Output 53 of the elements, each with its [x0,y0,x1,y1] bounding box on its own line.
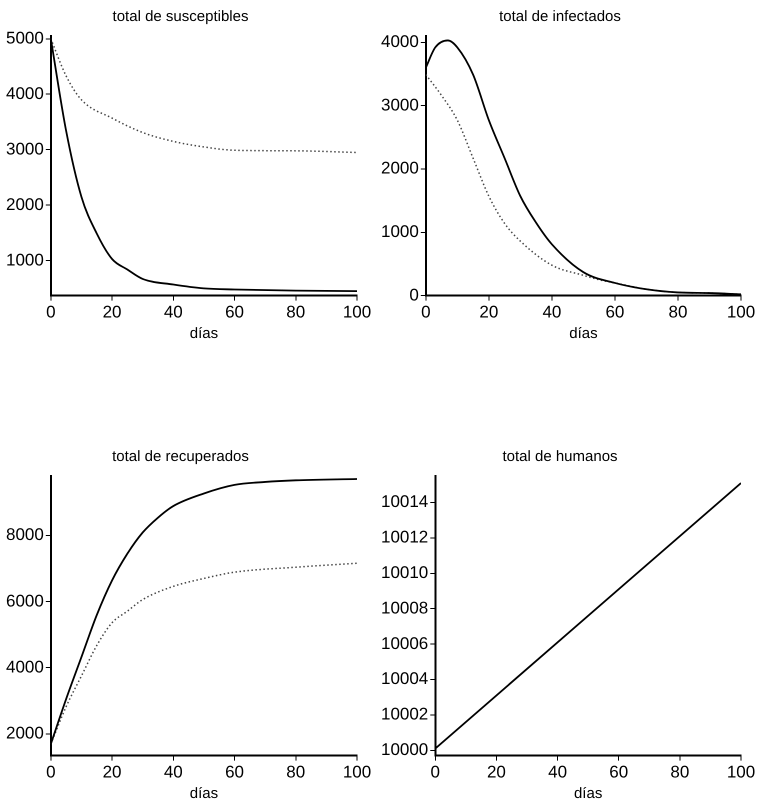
x-tick-label: 60 [225,762,244,782]
y-tick-label: 2000 [6,723,44,742]
y-tick-label: 0 [409,285,419,304]
x-tick-label: 100 [342,762,372,782]
x-tick-label: 40 [542,302,562,322]
y-tick-label: 1000 [380,222,419,241]
y-tick-label: 10006 [380,634,428,653]
x-tick-label: 80 [668,302,688,322]
y-tick-label: 10004 [380,669,428,688]
x-tick-label: 100 [726,762,756,782]
x-tick-label: 0 [430,762,440,782]
y-tick-label: 5000 [6,28,44,48]
x-tick-label: 0 [46,762,56,782]
x-tick-label: 20 [102,762,122,782]
y-tick-label: 10002 [380,704,428,724]
y-tick-label: 1000 [6,250,44,270]
y-tick-label: 8000 [6,525,44,544]
y-tick-label: 10012 [380,528,428,547]
x-tick-label: 60 [605,302,624,322]
y-tick-label: 4000 [6,84,44,103]
chart-title: total de infectados [499,8,621,26]
y-tick-label: 2000 [6,194,44,214]
x-tick-label: 0 [46,302,56,322]
y-tick-label: 10014 [380,492,428,512]
chart-title: total de susceptibles [112,8,248,26]
x-tick-label: 80 [286,762,306,782]
y-tick-label: 3000 [380,95,419,114]
x-tick-label: 100 [342,302,372,322]
x-axis-title: días [569,325,598,342]
y-tick-label: 10008 [380,598,428,618]
x-tick-label: 20 [486,762,506,782]
x-tick-label: 40 [164,302,183,322]
x-axis-title: días [190,325,218,342]
x-tick-label: 80 [670,762,690,782]
x-tick-label: 60 [225,302,244,322]
x-tick-label: 60 [609,762,628,782]
y-tick-label: 3000 [6,139,44,158]
x-tick-label: 20 [102,302,122,322]
y-tick-label: 10000 [380,740,428,759]
x-axis-title: días [574,785,602,802]
y-tick-label: 10010 [380,563,428,582]
x-tick-label: 80 [286,302,306,322]
y-tick-label: 2000 [380,158,419,178]
x-tick-label: 100 [726,302,756,322]
chart-title: total de recuperados [112,448,249,466]
y-tick-label: 6000 [6,591,44,610]
chart-title: total de humanos [502,448,618,466]
x-tick-label: 40 [164,762,183,782]
y-tick-label: 4000 [6,657,44,676]
y-tick-label: 4000 [380,32,419,52]
x-tick-label: 20 [479,302,498,322]
x-tick-label: 40 [548,762,568,782]
x-axis-title: días [190,785,218,802]
